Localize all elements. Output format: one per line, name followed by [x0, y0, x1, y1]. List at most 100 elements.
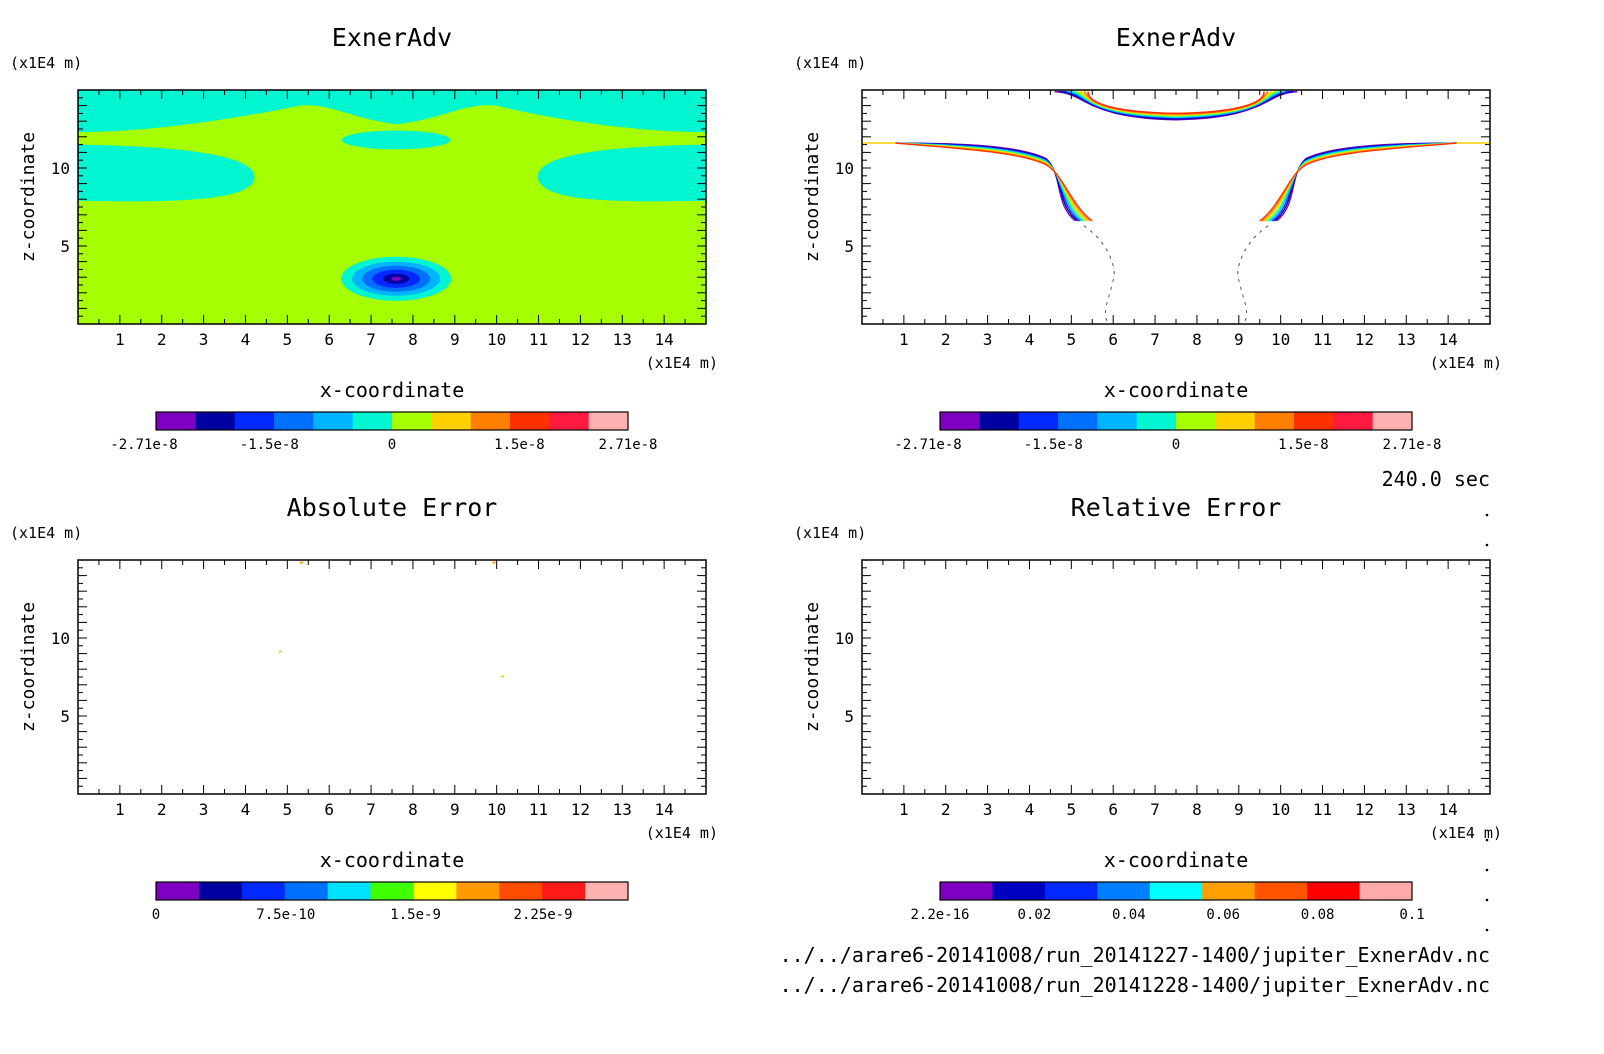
x-tick-label: 12	[571, 330, 590, 349]
x-axis-label: x-coordinate	[1104, 848, 1249, 872]
colorbar-tick-label: 2.25e-9	[514, 907, 573, 923]
x-tick-label: 4	[241, 330, 251, 349]
colorbar-swatch	[352, 412, 393, 430]
contour-right	[1271, 142, 1457, 222]
colorbar-swatch	[234, 412, 275, 430]
colorbar-swatch	[1149, 882, 1203, 900]
x-tick-label: 6	[1108, 800, 1118, 819]
colorbar-swatch	[1176, 412, 1216, 430]
y-axis-label: z-coordinate	[18, 132, 39, 262]
x-tick-label: 6	[324, 800, 334, 819]
x-tick-label: 13	[1397, 800, 1416, 819]
x-axis-label: x-coordinate	[320, 848, 465, 872]
contour-right	[1274, 142, 1457, 222]
colorbar-tick-label: -1.5e-8	[1024, 437, 1083, 453]
colorbar-tick-label: 0	[1172, 437, 1180, 453]
time-label: 240.0 sec	[1382, 467, 1490, 491]
contour-fill	[78, 90, 706, 324]
colorbar-tick-label: 2.71e-8	[1382, 437, 1441, 453]
colorbar-tick-label: 0.04	[1112, 907, 1146, 923]
colorbar-swatch	[1097, 882, 1151, 900]
contour-right	[1261, 142, 1457, 222]
colorbar-swatch	[585, 882, 629, 900]
x-tick-label: 12	[1355, 800, 1374, 819]
y-unit-label: (x1E4 m)	[794, 524, 866, 542]
x-tick-label: 10	[1271, 330, 1290, 349]
x-tick-label: 2	[157, 800, 167, 819]
x-tick-label: 6	[324, 330, 334, 349]
y-tick-label: 5	[844, 707, 854, 726]
x-unit-label: (x1E4 m)	[1430, 824, 1502, 842]
y-unit-label: (x1E4 m)	[10, 54, 82, 72]
colorbar-swatch	[1359, 882, 1413, 900]
x-tick-label: 11	[1313, 330, 1332, 349]
error-speck	[492, 561, 496, 564]
cyan-lobe-right	[537, 144, 706, 202]
x-tick-label: 7	[1150, 330, 1160, 349]
panel-2: Absolute Error (x1E4 m) z-coordinate (x1E4 …	[10, 493, 718, 923]
colorbar-swatch	[456, 882, 500, 900]
x-tick-label: 5	[1067, 800, 1077, 819]
y-axis-label: z-coordinate	[802, 132, 823, 262]
plot-frame	[77, 559, 707, 795]
error-speck	[299, 561, 303, 564]
colorbar-swatch	[588, 412, 629, 430]
y-tick-label: 5	[60, 237, 70, 256]
contour-left	[895, 142, 1078, 222]
cyan-lobe-left	[78, 144, 255, 202]
colorbar-tick-label: 1.5e-8	[1278, 437, 1329, 453]
x-tick-label: 1	[899, 330, 909, 349]
x-tick-label: 13	[1397, 330, 1416, 349]
colorbar-frame	[155, 411, 629, 431]
x-tick-label: 10	[487, 330, 506, 349]
colorbar-swatch	[1018, 412, 1059, 430]
contour-left	[895, 142, 1076, 222]
colorbar-tick-label: 1.5e-8	[494, 437, 545, 453]
contour-left	[895, 142, 1091, 222]
x-tick-label: 9	[1234, 330, 1244, 349]
plot-frame	[861, 559, 1491, 795]
contour-lines	[862, 90, 1490, 325]
colorbar-swatch	[1058, 412, 1098, 430]
contour-right	[1269, 142, 1457, 222]
contour-right	[1267, 142, 1457, 222]
x-tick-label: 1	[115, 800, 125, 819]
colorbar-tick-label: 7.5e-10	[256, 907, 315, 923]
colorbar-tick-label: -1.5e-8	[240, 437, 299, 453]
x-tick-label: 12	[571, 800, 590, 819]
colorbar-swatch	[470, 412, 511, 430]
x-tick-label: 2	[157, 330, 167, 349]
x-tick-label: 7	[366, 800, 376, 819]
x-tick-label: 8	[1192, 800, 1202, 819]
x-tick-label: 10	[487, 800, 506, 819]
colorbar-tick-label: 0.06	[1206, 907, 1240, 923]
x-tick-label: 7	[1150, 800, 1160, 819]
colorbar-tick-label: 2.2e-16	[910, 907, 969, 923]
colorbar-tick-label: 0.1	[1399, 907, 1424, 923]
x-tick-label: 3	[199, 330, 209, 349]
colorbar-swatch	[542, 882, 586, 900]
x-tick-label: 11	[529, 800, 548, 819]
x-tick-label: 9	[450, 800, 460, 819]
x-tick-label: 4	[1025, 330, 1035, 349]
x-tick-label: 9	[1234, 800, 1244, 819]
y-tick-label: 5	[844, 237, 854, 256]
colorbar-frame	[155, 881, 629, 901]
colorbar-tick-label: 0	[152, 907, 160, 923]
contour-right	[1259, 142, 1457, 222]
colorbar-swatch	[392, 412, 432, 430]
contour-fragment-left	[1083, 225, 1115, 325]
x-tick-label: 14	[655, 330, 674, 349]
y-tick-label: 10	[835, 159, 854, 178]
contour-left	[895, 142, 1083, 222]
colorbar-swatch	[1333, 412, 1374, 430]
x-tick-label: 8	[408, 800, 418, 819]
x-tick-label: 11	[1313, 800, 1332, 819]
x-tick-label: 4	[1025, 800, 1035, 819]
colorbar-frame	[939, 411, 1413, 431]
colorbar-swatch	[413, 882, 457, 900]
chart-title: Absolute Error	[287, 493, 498, 522]
margin-dot	[1485, 838, 1489, 842]
x-tick-label: 9	[450, 330, 460, 349]
colorbar-swatch	[370, 882, 414, 900]
